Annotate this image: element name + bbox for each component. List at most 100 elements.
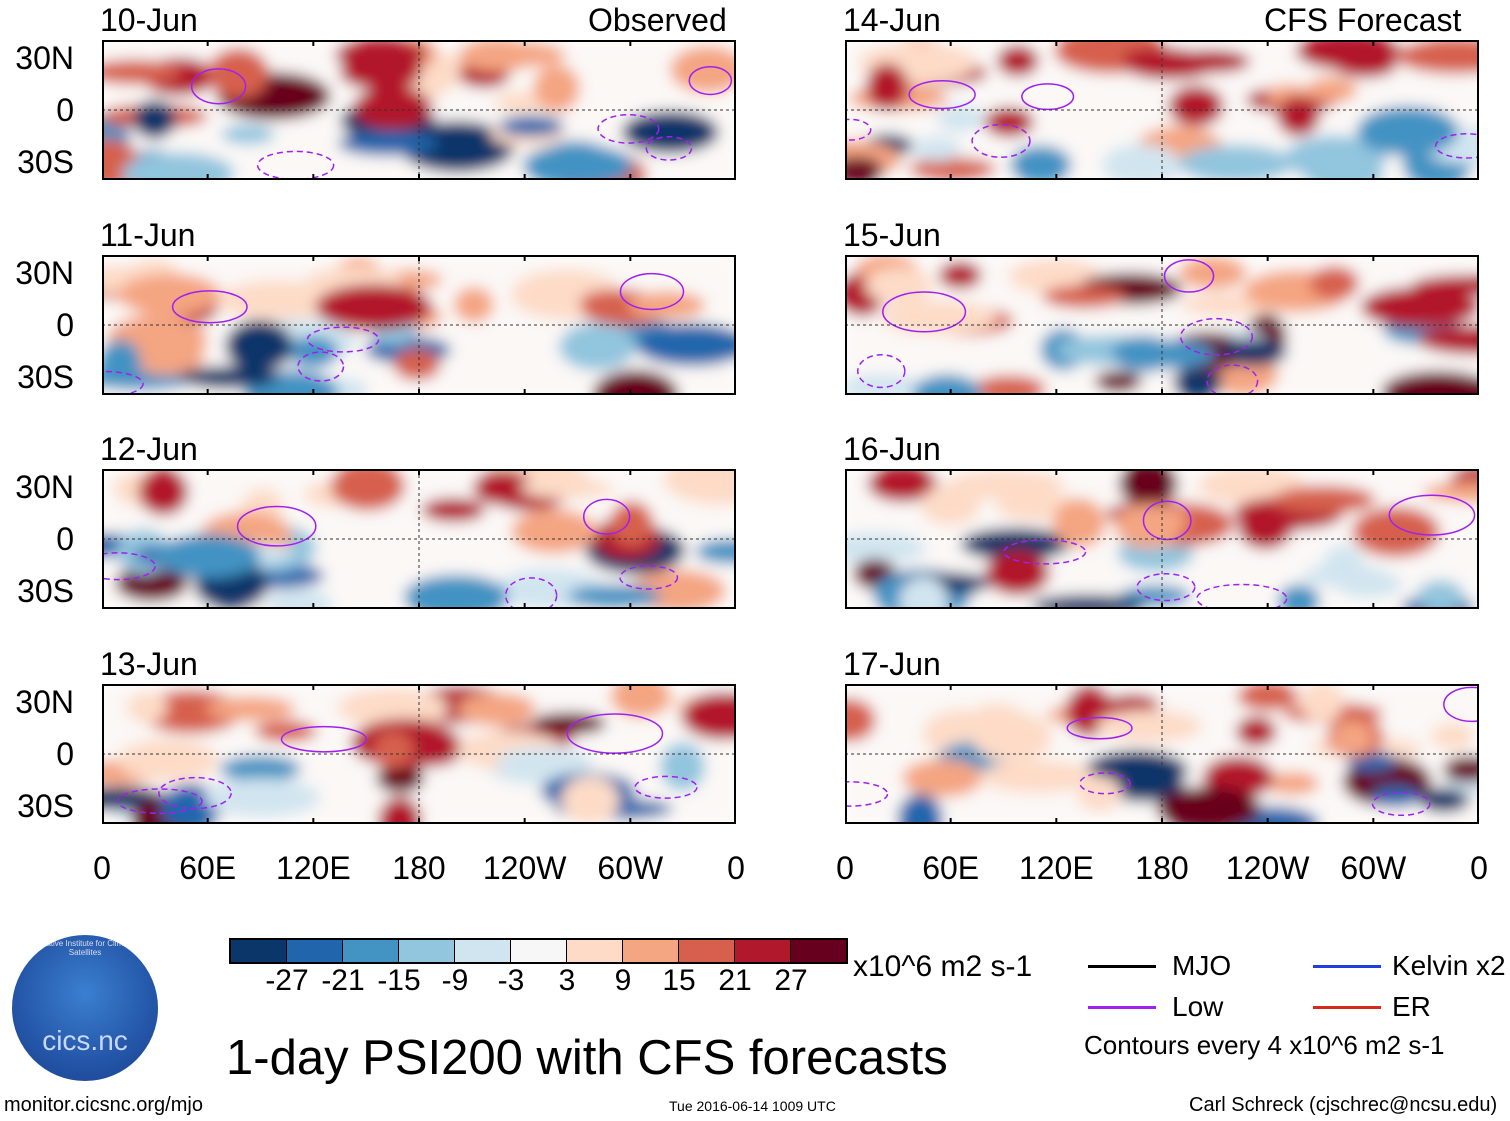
anomaly-blob	[920, 484, 981, 526]
anomaly-blob	[1306, 76, 1358, 103]
anomaly-blob	[558, 322, 636, 371]
anomaly-blob	[560, 775, 620, 824]
anomaly-blob	[695, 539, 736, 564]
anomaly-blob	[1220, 338, 1287, 366]
low-contour	[1003, 539, 1087, 565]
panel-date: 16-Jun	[843, 431, 941, 467]
colorbar-swatch	[343, 940, 399, 962]
anomaly-blob	[1356, 106, 1459, 156]
anomaly-blob	[1332, 720, 1374, 757]
anomaly-blob	[266, 588, 333, 609]
anomaly-blob	[897, 793, 943, 824]
observed-header: Observed	[588, 2, 727, 38]
anomaly-blob	[985, 550, 1050, 596]
anomaly-blob	[1272, 485, 1376, 514]
legend-low: Low	[1172, 991, 1224, 1022]
x-tick-label: 0	[836, 850, 854, 886]
y-tick-label: 30S	[17, 359, 74, 395]
colorbar-swatch	[623, 940, 679, 962]
panel-date: 10-Jun	[100, 2, 198, 38]
map-panel-11-Jun	[102, 255, 736, 395]
anomaly-blob	[1237, 684, 1299, 711]
y-tick-label: 30N	[15, 469, 74, 505]
anomaly-blob	[102, 59, 182, 85]
colorbar-label: -21	[321, 964, 365, 997]
y-tick-label: 30N	[15, 255, 74, 291]
low-contour	[634, 775, 698, 799]
footer-url[interactable]: monitor.cicsnc.org/mjo	[4, 1094, 203, 1116]
legend-mjo-line	[1088, 965, 1156, 968]
colorbar-swatch	[455, 940, 511, 962]
anomaly-blob	[1135, 339, 1215, 369]
x-tick-label: 180	[1135, 850, 1189, 886]
low-contour	[190, 68, 247, 105]
low-contour	[882, 291, 967, 333]
anomaly-blob	[1266, 771, 1320, 795]
low-contour	[1066, 716, 1133, 740]
y-tick-label: 0	[56, 736, 74, 772]
anomaly-blob	[496, 747, 591, 774]
anomaly-blob	[1309, 266, 1359, 301]
anomaly-blob	[1352, 506, 1441, 558]
x-tick-label: 60W	[1340, 850, 1407, 886]
anomaly-blob	[845, 156, 884, 180]
anomaly-blob	[315, 284, 433, 330]
anomaly-blob	[681, 692, 736, 740]
low-contour	[845, 118, 872, 141]
anomaly-blob	[221, 124, 275, 145]
anomaly-blob	[128, 338, 206, 376]
anomaly-blob	[511, 509, 598, 554]
low-contour	[504, 577, 558, 609]
anomaly-blob	[1276, 95, 1320, 137]
y-tick-label: 30S	[17, 144, 74, 180]
anomaly-blob	[947, 469, 1065, 501]
low-contour	[280, 725, 368, 753]
anomaly-blob	[1417, 325, 1479, 355]
anomaly-blob	[1302, 564, 1390, 588]
colorbar-label: -27	[265, 964, 309, 997]
anomaly-blob	[1278, 584, 1320, 609]
anomaly-blob	[373, 730, 414, 769]
anomaly-blob	[1118, 469, 1178, 507]
anomaly-blob	[1443, 756, 1479, 783]
y-tick-label: 0	[56, 307, 74, 343]
anomaly-blob	[1156, 786, 1261, 824]
colorbar-label: -3	[497, 964, 525, 997]
map-panel-12-Jun	[102, 469, 736, 609]
low-contour	[908, 79, 976, 110]
anomaly-blob	[225, 320, 294, 372]
colorbar-swatch	[679, 940, 735, 962]
colorbar-label: 27	[774, 964, 808, 997]
anomaly-blob	[203, 778, 321, 817]
anomaly-blob	[1418, 787, 1470, 813]
legend-kelvin: Kelvin x2	[1392, 950, 1506, 981]
anomaly-blob	[908, 157, 996, 180]
anomaly-blob	[1360, 286, 1479, 328]
anomaly-blob	[288, 335, 339, 369]
low-contour	[116, 788, 203, 815]
anomaly-blob	[338, 131, 438, 156]
low-contour	[597, 113, 660, 144]
anomaly-blob	[138, 469, 189, 516]
y-tick-label: 30N	[15, 40, 74, 76]
anomaly-blob	[1422, 481, 1479, 503]
y-tick-label: 30S	[17, 788, 74, 824]
low-contour	[1142, 500, 1192, 541]
anomaly-blob	[115, 565, 188, 602]
anomaly-blob	[352, 86, 433, 130]
anomaly-blob	[403, 574, 509, 609]
anomaly-blob	[122, 152, 235, 180]
anomaly-blob	[912, 136, 962, 162]
anomaly-blob	[912, 374, 982, 395]
anomaly-blob	[972, 375, 1046, 395]
low-contour	[297, 351, 345, 382]
map-panel-17-Jun	[845, 684, 1479, 824]
anomaly-blob	[1178, 144, 1293, 180]
anomaly-blob	[118, 738, 219, 782]
colorbar-swatch	[567, 940, 623, 962]
forecast-header: CFS Forecast	[1264, 2, 1462, 38]
legend-er: ER	[1392, 991, 1431, 1022]
anomaly-blob	[592, 370, 679, 395]
anomaly-blob	[1370, 785, 1421, 808]
anomaly-blob	[519, 478, 614, 499]
